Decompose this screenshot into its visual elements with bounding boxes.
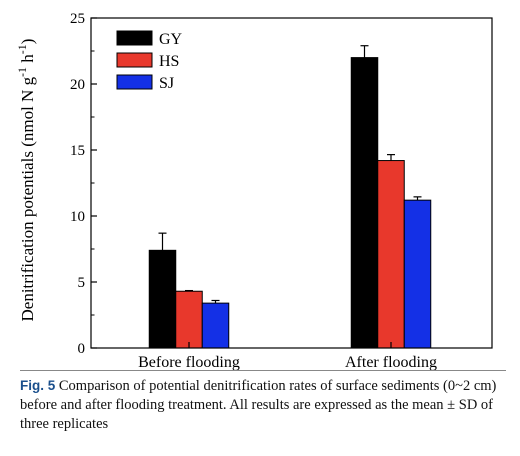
bars bbox=[148, 45, 432, 349]
legend-swatch-SJ bbox=[116, 74, 153, 90]
y-tick-label-20: 20 bbox=[70, 77, 85, 93]
y-tick-label-0: 0 bbox=[78, 341, 86, 357]
bar-HS-1 bbox=[377, 160, 405, 349]
legend-label-HS: HS bbox=[159, 53, 179, 70]
y-tick-label-10: 10 bbox=[70, 209, 85, 225]
y-tick-label-15: 15 bbox=[70, 143, 85, 159]
y-axis-label-sup2: -1 bbox=[15, 44, 29, 54]
bar-GY-1 bbox=[350, 57, 379, 349]
y-axis-label-sup1: -1 bbox=[15, 67, 29, 77]
y-tick-label-5: 5 bbox=[78, 275, 86, 291]
legend-swatch-HS bbox=[116, 52, 153, 68]
figure-label: Fig. 5 bbox=[20, 378, 56, 393]
bar-SJ-0 bbox=[201, 302, 230, 349]
y-axis-label-mid: h bbox=[18, 54, 37, 67]
bar-SJ-1 bbox=[403, 199, 432, 349]
bar-HS-0 bbox=[175, 290, 203, 349]
bar-GY-0 bbox=[148, 249, 177, 349]
legend-label-GY: GY bbox=[159, 31, 183, 48]
y-axis-label-end: ) bbox=[18, 39, 37, 45]
y-tick-label-25: 25 bbox=[70, 11, 85, 27]
legend: GY HS SJ bbox=[116, 30, 183, 92]
axes: 0 5 10 15 20 25 Before flooding After flooding bbox=[70, 11, 493, 370]
x-tick-label-0: Before flooding bbox=[138, 354, 240, 370]
legend-swatch-GY bbox=[116, 30, 153, 46]
figure-caption: Fig. 5 Comparison of potential denitrifi… bbox=[20, 370, 506, 434]
caption-text: Comparison of potential denitrification … bbox=[20, 378, 497, 432]
caption-divider bbox=[20, 370, 506, 371]
x-tick-label-1: After flooding bbox=[345, 354, 437, 370]
legend-label-SJ: SJ bbox=[159, 75, 174, 92]
y-axis-label: Denitrification potentials (nmol N g-1 h… bbox=[15, 39, 37, 322]
y-axis-label-main: Denitrification potentials (nmol N g bbox=[18, 76, 37, 321]
